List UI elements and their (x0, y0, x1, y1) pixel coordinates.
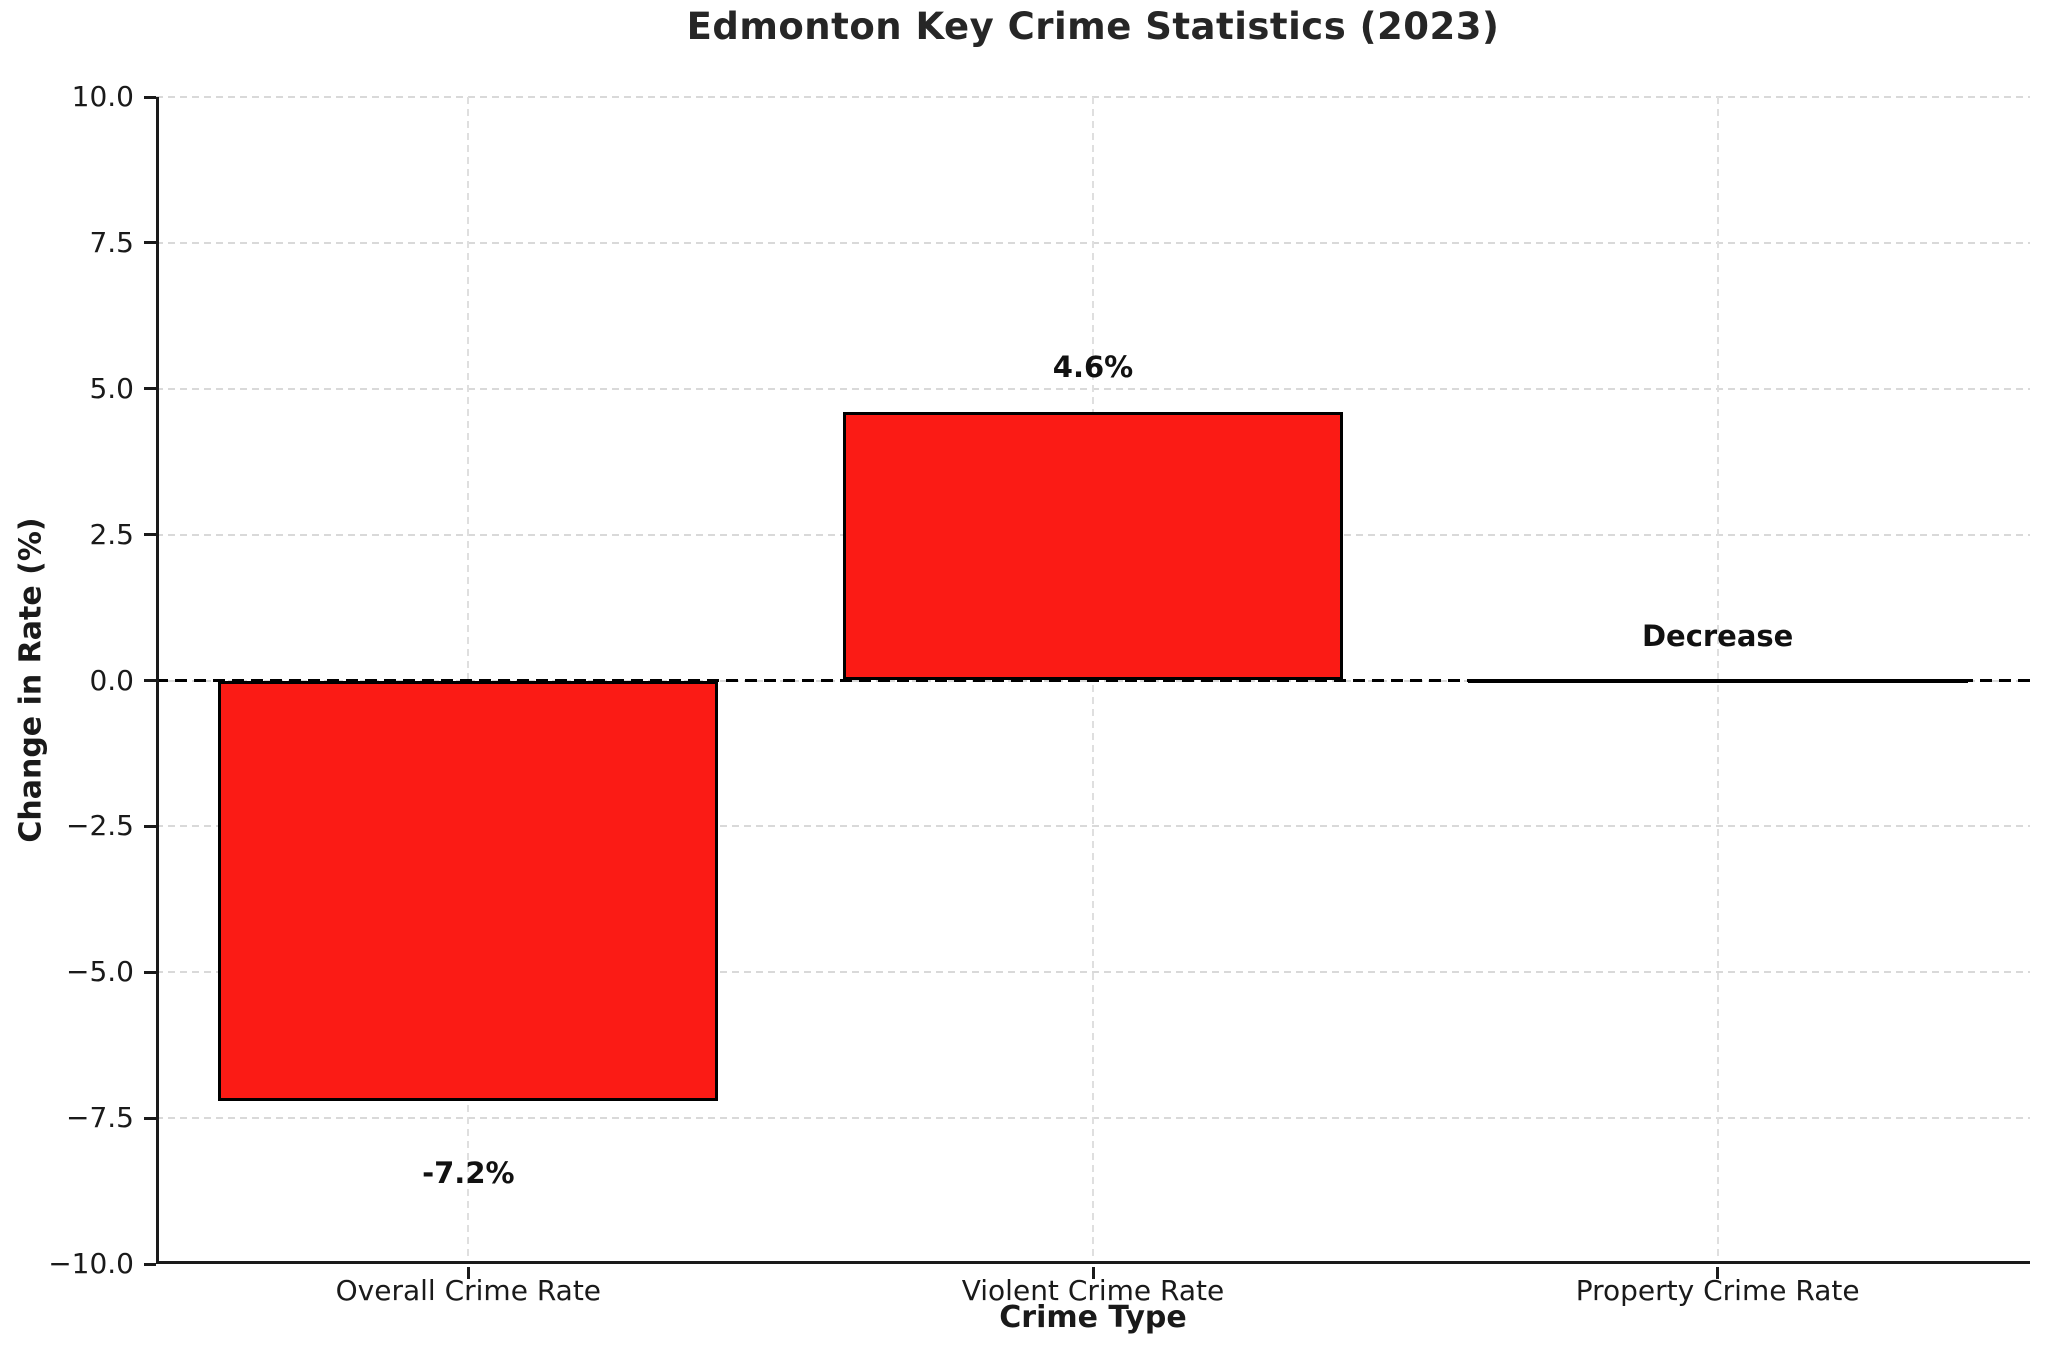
y-tick-mark (144, 387, 156, 391)
x-tick-mark (466, 1267, 470, 1279)
y-tick-mark (144, 824, 156, 828)
bar-value-label: -7.2% (422, 1155, 515, 1190)
plot-area: −10.0 −7.5 −5.0 −2.5 0.0 2.5 5.0 7.5 10.0 Overall… (48, 80, 2030, 1307)
y-tick-mark (144, 533, 156, 537)
y-tick-label: −7.5 (66, 1100, 134, 1134)
bar-zero-height (1467, 678, 1968, 683)
y-tick-label: 10.0 (71, 79, 134, 113)
zero-baseline (156, 679, 2030, 682)
y-tick-label: 0.0 (89, 663, 134, 697)
bar (218, 680, 719, 1101)
y-axis-spine (156, 97, 159, 1264)
y-tick-mark (144, 970, 156, 974)
x-axis-title: Crime Type (999, 1300, 1187, 1335)
y-tick-label: 7.5 (89, 225, 134, 259)
y-tick-mark (144, 679, 156, 682)
y-tick-label: −5.0 (66, 955, 134, 989)
y-axis-title: Change in Rate (%) (13, 517, 49, 843)
y-tick-mark (144, 241, 156, 245)
x-tick-label: Violent Crime Rate (961, 1274, 1225, 1307)
chart-title: Edmonton Key Crime Statistics (2023) (686, 5, 1500, 48)
y-tick-mark (144, 95, 156, 99)
x-tick-mark (1091, 1267, 1095, 1279)
y-tick-label: 5.0 (89, 371, 134, 405)
y-tick-label: −10.0 (48, 1246, 134, 1280)
bar-value-label: Decrease (1641, 618, 1794, 653)
y-tick-mark (144, 1116, 156, 1120)
y-tick-label: −2.5 (66, 809, 134, 843)
y-tick-mark (144, 1262, 156, 1266)
x-tick-label: Property Crime Rate (1575, 1274, 1860, 1307)
x-tick-mark (1716, 1267, 1720, 1279)
x-tick-label: Overall Crime Rate (335, 1274, 602, 1307)
bar (843, 412, 1343, 681)
bar-value-label: 4.6% (1052, 350, 1134, 385)
x-axis-spine (156, 1261, 2030, 1264)
y-tick-label: 2.5 (89, 517, 134, 551)
